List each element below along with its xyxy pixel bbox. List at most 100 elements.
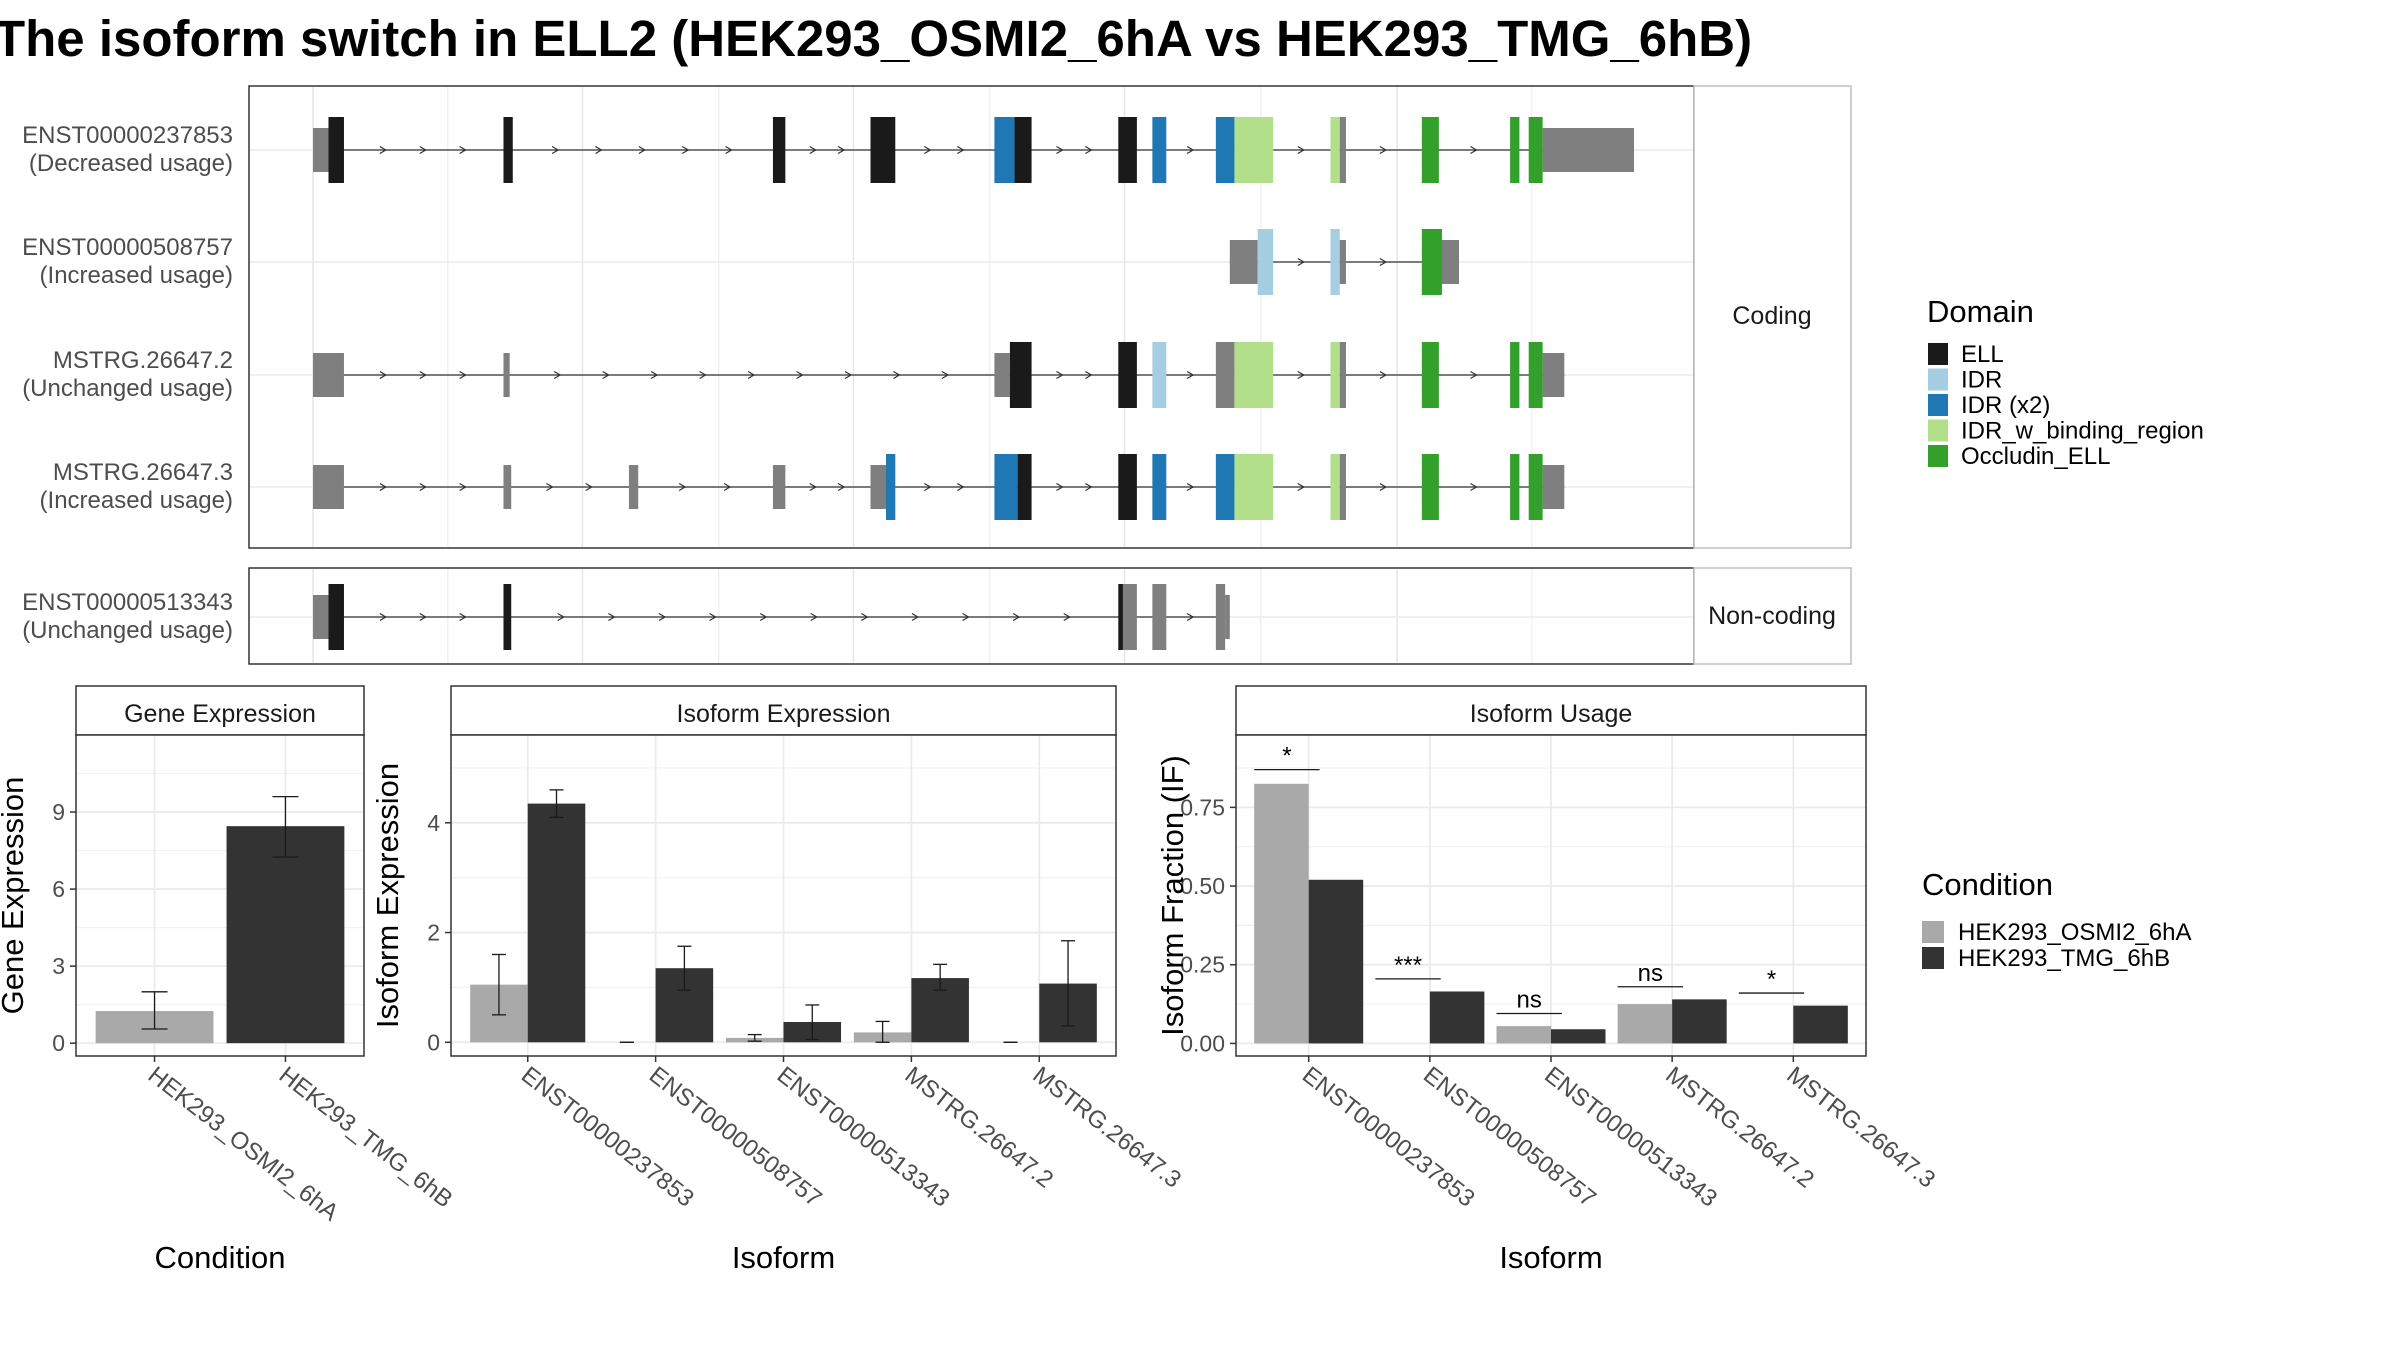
exon-utr <box>628 465 639 509</box>
exon-ell <box>870 117 896 183</box>
significance-label: *** <box>1394 952 1422 979</box>
exon-ell <box>503 584 512 650</box>
legend-key-label: IDR <box>1961 367 2002 394</box>
direction-arrow <box>379 370 388 380</box>
direction-arrow <box>911 612 920 622</box>
direction-arrow <box>419 145 427 155</box>
x-axis-title: Isoform <box>1499 1240 1602 1275</box>
exon-occludin-ell <box>1510 342 1520 408</box>
exon-utr <box>1542 465 1565 509</box>
exon-utr <box>1339 342 1346 408</box>
direction-arrow <box>1470 482 1478 492</box>
exon-utr <box>313 595 329 639</box>
direction-arrow <box>379 482 388 492</box>
domain-legend-title: Domain <box>1927 294 2034 329</box>
exon-idr-w-binding-region <box>1330 342 1340 408</box>
track-labels: ENST00000237853(Decreased usage) ENST0000… <box>22 122 233 644</box>
legend-key-label: ELL <box>1961 341 2004 368</box>
direction-arrow <box>1063 612 1071 622</box>
direction-arrow <box>1379 145 1388 155</box>
legend-key-swatch <box>1928 394 1948 416</box>
exon-utr <box>772 465 786 509</box>
bar <box>1254 783 1309 1044</box>
legend-key-label: IDR_w_binding_region <box>1961 418 2204 445</box>
exon-utr <box>1339 454 1346 520</box>
direction-arrow <box>861 612 869 622</box>
direction-arrow <box>747 370 756 380</box>
direction-arrow <box>459 145 467 155</box>
direction-arrow <box>595 145 603 155</box>
exon-utr <box>313 128 329 172</box>
direction-arrow <box>1379 257 1388 267</box>
direction-arrow <box>602 370 610 380</box>
exon-occludin-ell <box>1421 117 1439 183</box>
exon-utr <box>1542 353 1565 397</box>
legend-key-label: HEK293_OSMI2_6hA <box>1958 919 2191 946</box>
exon-occludin-ell <box>1421 229 1442 295</box>
track-id-label: ENST00000237853 <box>22 122 233 149</box>
exon-ell <box>1118 584 1123 650</box>
bar <box>1551 1029 1606 1044</box>
significance-label: ns <box>1638 960 1663 987</box>
y-tick-label: 0 <box>52 1030 65 1056</box>
direction-arrow <box>962 612 970 622</box>
exon-utr <box>994 353 1010 397</box>
isoform-usage-panel: Isoform Usage0.000.250.500.75ENST0000023… <box>1155 685 1940 1275</box>
panel-title-strip <box>450 685 1117 736</box>
legend-key-swatch <box>1922 921 1944 943</box>
direction-arrow <box>681 145 690 155</box>
direction-arrow <box>1379 370 1388 380</box>
noncoding-panel: Non-coding <box>248 567 1852 665</box>
panel-title-strip <box>1235 685 1867 736</box>
direction-arrow <box>1085 145 1093 155</box>
exon-utr <box>1215 342 1235 408</box>
direction-arrow <box>553 370 562 380</box>
direction-arrow <box>796 370 804 380</box>
direction-arrow <box>1470 145 1478 155</box>
transcript-track-MSTRG.26647.2 <box>313 342 1565 408</box>
exon-idr-x2- <box>1152 117 1167 183</box>
exon-ell <box>1009 342 1032 408</box>
track-id-label: MSTRG.26647.2 <box>53 347 233 374</box>
direction-arrow <box>957 145 965 155</box>
direction-arrow <box>1186 612 1195 622</box>
transcript-track-ENST00000237853 <box>313 117 1634 183</box>
y-tick-label: 0.25 <box>1180 952 1225 978</box>
panel-title: Gene Expression <box>124 700 316 728</box>
direction-arrow <box>1056 482 1064 492</box>
direction-arrow <box>419 370 427 380</box>
y-tick-label: 9 <box>52 799 65 825</box>
plot-frame <box>450 734 1117 1057</box>
legend-key-swatch <box>1928 419 1948 442</box>
exon-idr-w-binding-region <box>1234 454 1274 520</box>
isoform-expression-panel: Isoform Expression024ENST00000237853ENST… <box>370 685 1186 1275</box>
direction-arrow <box>459 482 467 492</box>
direction-arrow <box>893 370 901 380</box>
exon-idr <box>1257 229 1274 295</box>
direction-arrow <box>1186 370 1195 380</box>
legend-key-swatch <box>1928 445 1948 467</box>
direction-arrow <box>419 482 427 492</box>
exon-idr-x2- <box>1152 454 1167 520</box>
exon-utr <box>1152 584 1167 650</box>
exon-ell <box>1118 342 1137 408</box>
track-status-label: (Increased usage) <box>40 262 233 289</box>
coding-strip <box>1693 85 1852 549</box>
noncoding-panel-frame <box>248 567 1695 665</box>
exon-occludin-ell <box>1510 454 1520 520</box>
direction-arrow <box>1012 612 1021 622</box>
exon-utr <box>1339 240 1346 284</box>
direction-arrow <box>1297 482 1306 492</box>
transcript-track-ENST00000513343 <box>313 584 1230 650</box>
exon-idr-x2- <box>994 117 1015 183</box>
bar <box>1496 1026 1551 1044</box>
direction-arrow <box>924 482 932 492</box>
exon-occludin-ell <box>1528 454 1543 520</box>
direction-arrow <box>379 612 388 622</box>
exon-utr <box>503 465 512 509</box>
legend-key-swatch <box>1928 343 1948 365</box>
direction-arrow <box>837 145 846 155</box>
track-status-label: (Increased usage) <box>40 487 233 514</box>
